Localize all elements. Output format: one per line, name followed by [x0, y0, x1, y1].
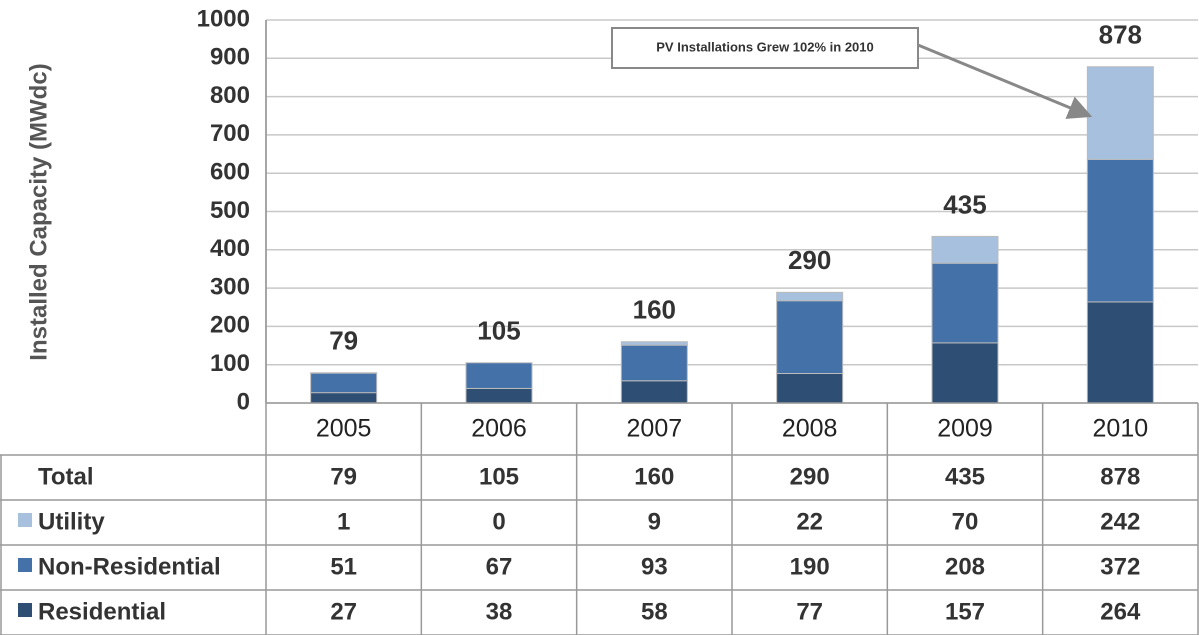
- table-cell: 67: [486, 553, 513, 580]
- table-cell: 878: [1100, 463, 1140, 490]
- legend-swatch: [18, 558, 32, 572]
- annotation: PV Installations Grew 102% in 2010: [656, 39, 873, 54]
- y-tick-label: 1000: [197, 5, 250, 32]
- table-cell: 77: [796, 598, 823, 625]
- bar-segment: [776, 300, 844, 375]
- legend-label: Residential: [38, 598, 166, 625]
- annotation-box: [611, 27, 919, 69]
- legend-swatch: [18, 603, 32, 617]
- x-tick-label: 2005: [316, 415, 372, 443]
- table-cell: 208: [945, 553, 985, 580]
- total-label: 290: [788, 245, 831, 275]
- bar-segment: [620, 380, 688, 404]
- y-tick-label: 500: [210, 197, 250, 224]
- y-tick-label: 900: [210, 44, 250, 71]
- table-cell: 157: [945, 598, 985, 625]
- total-label: 160: [633, 295, 676, 325]
- x-tick-label: 2008: [782, 415, 838, 443]
- bar-segment: [465, 387, 533, 404]
- bar-segment: [310, 372, 378, 394]
- bar-segment: [1086, 158, 1154, 303]
- table-cell: 290: [790, 463, 830, 490]
- bar-segment: [465, 362, 533, 389]
- total-label: 435: [943, 189, 986, 219]
- table-cell: 27: [330, 598, 357, 625]
- legend-swatch: [18, 513, 32, 527]
- bar-segment: [1086, 301, 1154, 404]
- y-tick-label: 700: [210, 120, 250, 147]
- y-tick-label: 200: [210, 312, 250, 339]
- bar-segment: [310, 392, 378, 404]
- table-cell: 190: [790, 553, 830, 580]
- table-cell: 372: [1100, 553, 1140, 580]
- table-cell: 1: [337, 508, 350, 535]
- y-tick-label: 0: [237, 388, 250, 415]
- bar-segment: [620, 341, 688, 346]
- legend-label: Utility: [38, 508, 105, 535]
- legend-label: Non-Residential: [38, 553, 221, 580]
- x-tick-label: 2006: [471, 415, 527, 443]
- table-cell: 264: [1100, 598, 1141, 625]
- total-label: 878: [1099, 20, 1142, 50]
- table-cell: 58: [641, 598, 668, 625]
- bar-segment: [776, 291, 844, 302]
- table-cell: 0: [492, 508, 505, 535]
- total-label: 79: [329, 326, 358, 356]
- x-tick-label: 2009: [937, 415, 993, 443]
- bar-segment: [1086, 66, 1154, 160]
- bar-segment: [931, 235, 999, 264]
- row-label: Total: [38, 463, 94, 490]
- table-cell: 435: [945, 463, 985, 490]
- table-cell: 79: [330, 463, 357, 490]
- table-cell: 9: [648, 508, 661, 535]
- bar-segment: [620, 344, 688, 382]
- bar-segment: [931, 262, 999, 344]
- y-tick-label: 300: [210, 273, 250, 300]
- y-axis-label: Installed Capacity (MWdc): [25, 63, 52, 360]
- total-label: 105: [477, 316, 520, 346]
- x-tick-label: 2010: [1093, 415, 1149, 443]
- table-cell: 51: [330, 553, 357, 580]
- annotation-arrow: [917, 43, 1093, 119]
- y-tick-label: 400: [210, 235, 250, 262]
- y-tick-label: 800: [210, 82, 250, 109]
- table-cell: 93: [641, 553, 668, 580]
- table-cell: 105: [479, 463, 519, 490]
- x-tick-label: 2007: [627, 415, 683, 443]
- table-cell: 160: [634, 463, 674, 490]
- table-cell: 70: [952, 508, 979, 535]
- table-cell: 38: [486, 598, 513, 625]
- bar-segment: [776, 373, 844, 404]
- table-cell: 242: [1100, 508, 1140, 535]
- y-tick-label: 600: [210, 159, 250, 186]
- bar-segment: [931, 342, 999, 404]
- y-tick-label: 100: [210, 350, 250, 377]
- table-cell: 22: [796, 508, 823, 535]
